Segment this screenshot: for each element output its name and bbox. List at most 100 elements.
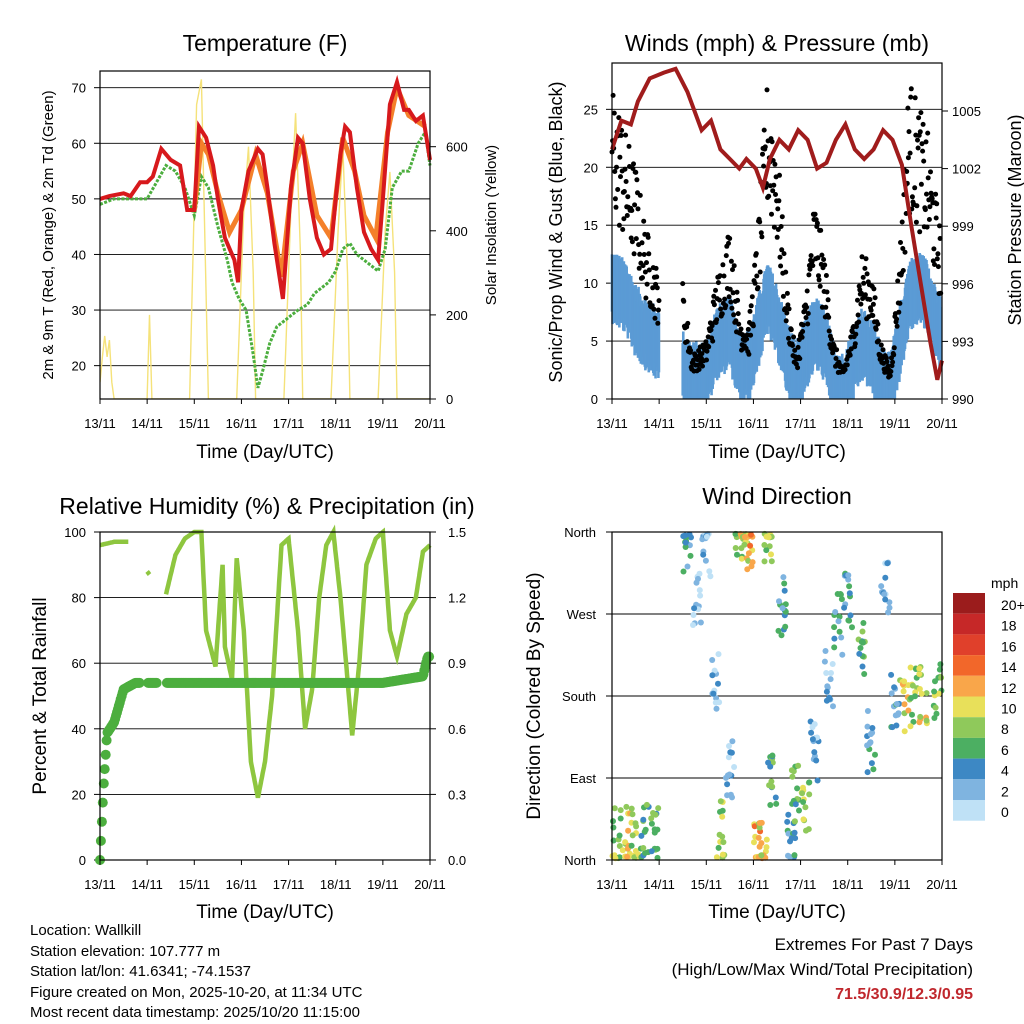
- wind-direction-mark: [846, 590, 853, 597]
- gust-mark: [909, 194, 915, 200]
- wind-direction-mark: [780, 574, 787, 581]
- gust-mark: [685, 320, 691, 326]
- gust-mark: [764, 87, 770, 93]
- gust-mark: [935, 251, 941, 257]
- gust-mark: [859, 254, 865, 260]
- gust-mark: [730, 290, 736, 296]
- precip-mark: [100, 749, 111, 760]
- gust-mark: [621, 216, 627, 222]
- gust-mark: [727, 236, 733, 241]
- wind-direction-mark: [864, 769, 871, 776]
- gust-mark: [750, 323, 756, 329]
- gust-mark: [769, 211, 774, 217]
- legend-label: 16: [1001, 638, 1017, 654]
- gust-mark: [772, 161, 778, 167]
- gust-mark: [872, 295, 878, 301]
- wind-direction-mark: [655, 805, 662, 812]
- wind-direction-mark: [682, 539, 689, 546]
- wind-direction-mark: [768, 558, 775, 565]
- wind-direction-mark: [837, 591, 844, 597]
- humidity-ytick-label: 20: [72, 787, 86, 802]
- gust-mark: [655, 320, 661, 326]
- gust-mark: [733, 318, 739, 324]
- wind-direction-mark: [893, 701, 900, 707]
- temperature-y2tick-label: 0: [446, 392, 453, 407]
- extremes-subtitle: (High/Low/Max Wind/Total Precipitation): [671, 960, 973, 979]
- wind-direction-mark: [680, 568, 687, 575]
- wind-direction-mark: [806, 779, 813, 786]
- solar-series: [100, 79, 430, 399]
- wind-direction-xtick-label: 17/11: [785, 877, 817, 892]
- wind-direction-mark: [916, 671, 923, 677]
- gust-mark: [797, 356, 803, 362]
- gust-mark: [933, 215, 939, 221]
- temperature-ytick-label: 70: [72, 81, 86, 96]
- legend-label: 20+: [1001, 597, 1024, 613]
- gust-mark: [654, 285, 660, 291]
- wind-direction-mark: [811, 721, 818, 728]
- gust-mark: [618, 174, 623, 180]
- wind-direction-mark: [800, 816, 807, 823]
- wind-direction-mark: [835, 618, 842, 625]
- gust-mark: [923, 139, 929, 145]
- gust-mark: [703, 339, 709, 345]
- wind-direction-mark: [744, 566, 751, 573]
- wind-direction-mark: [728, 749, 735, 756]
- gust-mark: [924, 224, 930, 230]
- wind-direction-mark: [619, 847, 626, 854]
- wind-direction-mark: [849, 624, 855, 631]
- wind-direction-mark: [713, 705, 720, 712]
- gust-mark: [762, 144, 768, 150]
- gust-mark: [915, 137, 920, 143]
- gust-mark: [868, 307, 874, 313]
- wind-direction-mark: [916, 719, 923, 726]
- wind-direction-mark: [847, 612, 854, 619]
- gust-mark: [929, 196, 935, 202]
- wind-direction-mark: [682, 544, 689, 550]
- gust-mark: [719, 311, 725, 317]
- gust-mark: [624, 213, 630, 218]
- gust-mark: [757, 219, 763, 225]
- wind-direction-mark: [923, 690, 930, 697]
- wind-direction-mark: [775, 627, 782, 634]
- gust-mark: [824, 289, 830, 295]
- winds-ytick-label: 5: [591, 334, 598, 349]
- gust-mark: [816, 273, 821, 279]
- legend-label: 2: [1001, 783, 1009, 799]
- gust-mark: [717, 273, 723, 279]
- gust-mark: [642, 269, 648, 275]
- winds-y2tick-label: 996: [952, 277, 974, 292]
- gust-mark: [823, 273, 829, 278]
- humidity-xlabel: Time (Day/UTC): [196, 902, 334, 923]
- gust-mark: [710, 338, 716, 344]
- gust-mark: [862, 265, 868, 271]
- legend-swatch: [953, 779, 985, 800]
- wind-direction-mark: [769, 752, 776, 759]
- wind-direction-mark: [796, 807, 802, 814]
- wind-direction-mark: [910, 718, 917, 725]
- wind-direction-mark: [767, 802, 774, 808]
- wind-direction-mark: [610, 824, 617, 831]
- legend-label: 12: [1001, 680, 1017, 696]
- wind-direction-mark: [781, 587, 788, 594]
- gust-mark: [633, 169, 639, 175]
- wind-direction-mark: [857, 645, 864, 651]
- gust-mark: [792, 347, 798, 353]
- temperature-ytick-label: 40: [72, 247, 86, 262]
- gust-mark: [937, 223, 942, 229]
- humidity-ytick-label: 40: [72, 722, 86, 737]
- gust-mark: [734, 289, 740, 295]
- gust-mark: [769, 139, 775, 145]
- wind-direction-mark: [624, 853, 631, 860]
- gust-mark: [758, 230, 764, 236]
- wind-direction-mark: [622, 839, 629, 846]
- gust-mark: [699, 351, 705, 357]
- gust-mark: [781, 251, 787, 257]
- gust-mark: [918, 110, 924, 116]
- gust-mark: [752, 280, 758, 286]
- gust-mark: [744, 336, 750, 342]
- wind-direction-mark: [654, 845, 661, 852]
- wind-direction-mark: [715, 844, 722, 851]
- gust-mark: [921, 158, 927, 164]
- gust-mark: [795, 344, 801, 350]
